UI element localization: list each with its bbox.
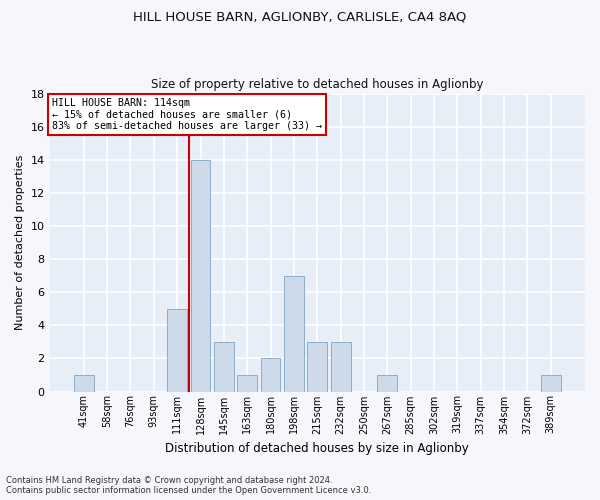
Bar bbox=[167, 308, 187, 392]
Text: HILL HOUSE BARN, AGLIONBY, CARLISLE, CA4 8AQ: HILL HOUSE BARN, AGLIONBY, CARLISLE, CA4… bbox=[133, 10, 467, 23]
Y-axis label: Number of detached properties: Number of detached properties bbox=[15, 155, 25, 330]
Bar bbox=[284, 276, 304, 392]
Text: HILL HOUSE BARN: 114sqm
← 15% of detached houses are smaller (6)
83% of semi-det: HILL HOUSE BARN: 114sqm ← 15% of detache… bbox=[52, 98, 322, 131]
Bar bbox=[377, 375, 397, 392]
Bar bbox=[331, 342, 350, 392]
Bar bbox=[74, 375, 94, 392]
Title: Size of property relative to detached houses in Aglionby: Size of property relative to detached ho… bbox=[151, 78, 484, 91]
Bar bbox=[307, 342, 327, 392]
Bar bbox=[191, 160, 211, 392]
Bar bbox=[214, 342, 234, 392]
Bar bbox=[260, 358, 280, 392]
Text: Contains HM Land Registry data © Crown copyright and database right 2024.
Contai: Contains HM Land Registry data © Crown c… bbox=[6, 476, 371, 495]
Bar bbox=[238, 375, 257, 392]
Bar bbox=[541, 375, 560, 392]
X-axis label: Distribution of detached houses by size in Aglionby: Distribution of detached houses by size … bbox=[166, 442, 469, 455]
